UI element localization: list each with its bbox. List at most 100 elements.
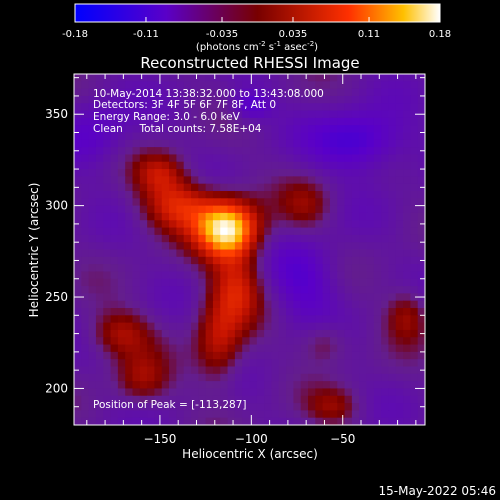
- heatmap-cell: [403, 74, 411, 82]
- heatmap-cell: [183, 315, 192, 324]
- heatmap-cell: [183, 227, 192, 236]
- heatmap-cell: [103, 169, 112, 177]
- heatmap-cell: [205, 147, 214, 156]
- heatmap-cell: [359, 103, 368, 112]
- heatmap-cell: [169, 329, 177, 338]
- heatmap-cell: [271, 81, 280, 90]
- heatmap-cell: [234, 125, 243, 134]
- heatmap-cell: [395, 139, 404, 148]
- heatmap-cell: [191, 81, 199, 90]
- heatmap-cell: [329, 74, 338, 82]
- heatmap-cell: [176, 293, 185, 302]
- heatmap-cell: [373, 154, 382, 163]
- heatmap-cell: [381, 205, 390, 214]
- heatmap-cell: [410, 212, 419, 221]
- heatmap-cell: [308, 366, 316, 375]
- heatmap-cell: [169, 344, 177, 353]
- heatmap-cell: [234, 103, 243, 112]
- heatmap-cell: [234, 198, 243, 207]
- heatmap-cell: [81, 234, 90, 243]
- heatmap-cell: [103, 191, 112, 199]
- heatmap-cell: [286, 212, 294, 221]
- heatmap-cell: [227, 227, 236, 236]
- heatmap-cell: [264, 169, 273, 177]
- heatmap-cell: [278, 227, 287, 236]
- heatmap-cell: [256, 103, 265, 112]
- heatmap-cell: [249, 395, 258, 404]
- heatmap-cell: [183, 410, 192, 419]
- heatmap-cell: [308, 117, 316, 126]
- heatmap-cell: [278, 125, 287, 134]
- heatmap-cell: [242, 256, 251, 265]
- heatmap-cell: [110, 300, 119, 309]
- heatmap-cell: [359, 139, 368, 148]
- heatmap-cell: [388, 264, 397, 273]
- heatmap-cell: [293, 88, 302, 97]
- heatmap-cell: [220, 169, 229, 177]
- heatmap-cell: [329, 81, 338, 90]
- heatmap-cell: [344, 154, 353, 163]
- heatmap-cell: [315, 234, 324, 243]
- heatmap-cell: [212, 395, 221, 404]
- heatmap-cell: [176, 410, 185, 419]
- heatmap-cell: [359, 110, 368, 119]
- heatmap-cell: [212, 161, 221, 170]
- heatmap-cell: [161, 249, 170, 258]
- heatmap-cell: [88, 95, 97, 104]
- heatmap-cell: [359, 359, 368, 368]
- heatmap-cell: [154, 256, 163, 265]
- heatmap-cell: [139, 191, 148, 199]
- heatmap-cell: [95, 417, 104, 425]
- heatmap-cell: [147, 249, 156, 258]
- heatmap-cell: [169, 359, 177, 368]
- heatmap-cell: [249, 212, 258, 221]
- heatmap-cell: [205, 74, 214, 82]
- heatmap-cell: [176, 132, 185, 141]
- heatmap-cell: [395, 373, 404, 382]
- heatmap-cell: [308, 249, 316, 258]
- heatmap-cell: [359, 388, 368, 397]
- heatmap-cell: [110, 220, 119, 229]
- heatmap-cell: [410, 344, 419, 353]
- heatmap-cell: [278, 381, 287, 390]
- heatmap-cell: [220, 110, 229, 119]
- heatmap-cell: [81, 198, 90, 207]
- heatmap-cell: [388, 117, 397, 126]
- heatmap-cell: [322, 117, 331, 126]
- heatmap-cell: [125, 212, 134, 221]
- heatmap-cell: [191, 271, 199, 280]
- heatmap-cell: [205, 88, 214, 97]
- heatmap-cell: [154, 249, 163, 258]
- heatmap-cell: [147, 154, 156, 163]
- heatmap-cell: [256, 242, 265, 251]
- heatmap-cell: [315, 169, 324, 177]
- heatmap-cell: [322, 95, 331, 104]
- heatmap-cell: [242, 293, 251, 302]
- heatmap-cell: [337, 242, 346, 251]
- heatmap-cell: [103, 205, 112, 214]
- heatmap-cell: [293, 191, 302, 199]
- heatmap-cell: [139, 344, 148, 353]
- heatmap-cell: [329, 198, 338, 207]
- heatmap-cell: [227, 395, 236, 404]
- heatmap-cell: [417, 410, 425, 419]
- heatmap-cell: [117, 132, 126, 141]
- heatmap-cell: [176, 220, 185, 229]
- heatmap-cell: [286, 417, 294, 425]
- heatmap-cell: [227, 300, 236, 309]
- heatmap-cell: [278, 278, 287, 287]
- heatmap-cell: [417, 95, 425, 104]
- heatmap-cell: [249, 117, 258, 126]
- heatmap-cell: [110, 278, 119, 287]
- heatmap-cell: [103, 176, 112, 185]
- heatmap-cell: [410, 322, 419, 331]
- heatmap-cell: [264, 220, 273, 229]
- heatmap-cell: [329, 161, 338, 170]
- heatmap-cell: [132, 271, 141, 280]
- heatmap-cell: [161, 417, 170, 425]
- heatmap-cell: [191, 176, 199, 185]
- heatmap-cell: [249, 329, 258, 338]
- heatmap-cell: [337, 220, 346, 229]
- heatmap-cell: [337, 234, 346, 243]
- heatmap-cell: [103, 264, 112, 273]
